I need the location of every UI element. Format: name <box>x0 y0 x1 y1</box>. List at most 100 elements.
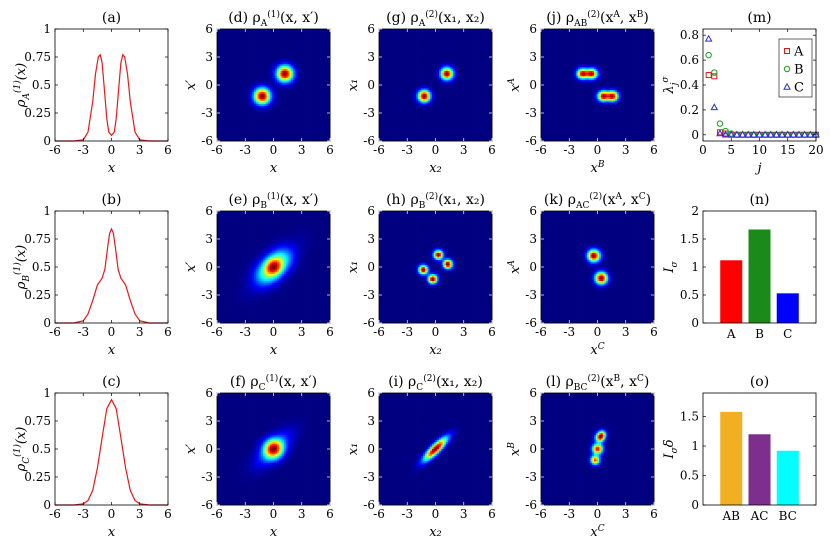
x-tick-label: -6 <box>535 143 547 157</box>
panel-m: ABC 0 5 10 15 20 0 0.2 0.4 0.6 0.8 (m) j λj​σ​ <box>661 10 824 176</box>
legend: ABC <box>778 38 813 98</box>
y-tick-label: -6 <box>201 316 213 330</box>
panel-title: (o) <box>750 374 769 390</box>
panel-title: (f) ρC​(1)​(x, x′) <box>230 373 317 393</box>
y-axis-label: x₁ <box>346 261 361 274</box>
panel-k: -6 -3 0 3 6 -6 -3 0 3 6 (k) ρAC​(2)​(xA​, xC​) xC​ x… <box>507 191 658 358</box>
x-tick-label: -6 <box>535 325 547 339</box>
data-point-C <box>806 130 815 138</box>
y-tick-label: 0.8 <box>680 28 699 42</box>
x-axis-label: x₂ <box>429 343 442 358</box>
series-line <box>55 227 168 324</box>
x-axis-label: j <box>754 161 761 176</box>
series-line <box>55 398 168 506</box>
bar-A <box>720 260 743 323</box>
x-tick-label: 6 <box>650 507 658 521</box>
x-tick-label: 6 <box>164 325 172 339</box>
y-axis-label: x₁ <box>346 443 361 456</box>
y-tick-label: 2 <box>691 204 699 218</box>
x-tick-label: 10 <box>752 143 767 157</box>
y-axis-label: x′ <box>184 80 199 90</box>
panel-title: (k) ρAC​(2)​(xA​, xC​) <box>544 191 651 211</box>
x-tick-label: 15 <box>780 143 795 157</box>
y-tick-label: 1.5 <box>680 232 699 246</box>
y-tick-label: -3 <box>525 106 537 120</box>
y-tick-label: -6 <box>363 316 375 330</box>
y-tick-label: 0 <box>43 316 51 330</box>
x-tick-label: 6 <box>488 507 496 521</box>
x-axis-label: xC​ <box>590 342 604 358</box>
x-tick-label: 6 <box>488 325 496 339</box>
x-tick-label: 3 <box>298 507 306 521</box>
panel-n: A B C 0 0.5 1 1.5 2 (n) Iσ​ <box>662 192 817 341</box>
y-tick-label: 1 <box>691 439 699 453</box>
y-tick-label: -6 <box>363 134 375 148</box>
x-tick-label: 0 <box>594 507 602 521</box>
y-tick-label: 0.75 <box>24 50 51 64</box>
data-point-B <box>711 69 718 76</box>
y-tick-label: -3 <box>525 470 537 484</box>
x-tick-label: -3 <box>401 325 413 339</box>
y-tick-label: 3 <box>367 414 375 428</box>
data-point-A <box>705 72 712 79</box>
panel-f: -6 -3 0 3 6 -6 -3 0 3 6 (f) ρC​(1)​(x, x′) x x′ <box>184 373 334 540</box>
data-point-C <box>755 130 764 138</box>
x-axis-label: x₂ <box>429 525 442 540</box>
x-tick-label: 6 <box>164 143 172 157</box>
x-tick-label: -6 <box>373 325 385 339</box>
y-tick-label: 0 <box>43 498 51 512</box>
y-tick-label: 6 <box>367 204 375 218</box>
y-tick-label: 0 <box>43 134 51 148</box>
panel-b: -6 -3 0 3 6 0 0.25 0.5 0.75 1 (b) x ρB​(1)​(x) <box>12 192 172 358</box>
data-point-A <box>711 73 718 80</box>
y-axis-label: λj​σ​ <box>661 76 680 95</box>
bar-BC <box>776 450 799 505</box>
x-axis-label: x <box>108 161 116 176</box>
y-axis-label: xA​ <box>507 260 523 274</box>
x-tick-label: 0 <box>594 325 602 339</box>
x-tick-label: -6 <box>211 325 223 339</box>
heatmap-image <box>217 211 331 324</box>
y-tick-label: -6 <box>201 134 213 148</box>
panel-c: -6 -3 0 3 6 0 0.25 0.5 0.75 1 (c) x ρC​(1)​(x) <box>12 374 172 540</box>
y-tick-label: 0 <box>529 78 537 92</box>
data-point-C <box>750 130 758 138</box>
legend-marker <box>783 82 791 90</box>
y-tick-label: 0.75 <box>24 232 51 246</box>
bar-AB <box>720 411 743 505</box>
data-point-C <box>738 130 747 138</box>
data-point-C <box>721 130 730 138</box>
x-tick-label: 3 <box>298 143 306 157</box>
x-tick-label: -3 <box>401 143 413 157</box>
data-point-C <box>733 130 741 138</box>
x-tick-label: 3 <box>460 143 468 157</box>
panel-a: -6 -3 0 3 6 0 0.25 0.5 0.75 1 (a) x ρA​(1)​(x) <box>12 10 172 176</box>
panel-i: -6 -3 0 3 6 -6 -3 0 3 6 (i) ρC​(2)​(x₁, x₂) x₂ x₁ <box>346 373 496 540</box>
data-point-C <box>744 130 753 138</box>
panel-title: (l) ρBC​(2)​(xB​, xC​) <box>546 373 650 393</box>
y-tick-label: 3 <box>205 232 213 246</box>
x-tick-label: 0 <box>699 143 707 157</box>
heatmap-image <box>379 211 493 324</box>
x-tick-label: 0 <box>432 507 440 521</box>
x-tick-label: 6 <box>326 507 334 521</box>
data-point-C <box>761 130 769 138</box>
y-tick-label: 3 <box>529 414 537 428</box>
x-tick-label: 3 <box>460 325 468 339</box>
y-tick-label: 0.25 <box>24 288 51 302</box>
panel-j: -6 -3 0 3 6 -6 -3 0 3 6 (j) ρAB​(2)​(xA​, xB​) xB​ x… <box>507 9 658 176</box>
y-tick-label: 0.5 <box>32 442 51 456</box>
data-point-C <box>778 130 786 138</box>
x-tick-label: 6 <box>326 325 334 339</box>
x-tick-label: 6 <box>650 143 658 157</box>
legend-label: B <box>794 63 804 78</box>
x-tick-label: 0 <box>432 143 440 157</box>
x-tick-label: 3 <box>136 325 144 339</box>
y-axis-label: xB​ <box>507 442 523 456</box>
data-point-C <box>727 130 736 138</box>
x-tick-label: -6 <box>373 507 385 521</box>
y-tick-label: 6 <box>205 204 213 218</box>
y-tick-label: 6 <box>205 22 213 36</box>
data-point-C <box>766 130 775 138</box>
y-tick-label: 0 <box>205 78 213 92</box>
